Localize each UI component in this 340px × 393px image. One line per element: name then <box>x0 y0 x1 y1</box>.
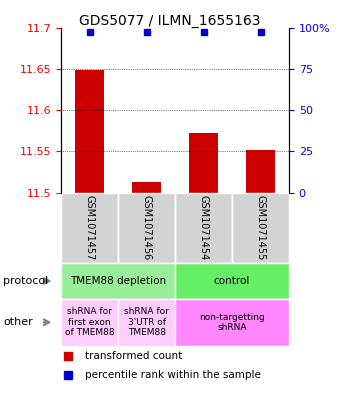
FancyBboxPatch shape <box>175 193 232 263</box>
Bar <box>132 182 161 193</box>
Text: other: other <box>3 317 33 327</box>
Bar <box>189 133 218 193</box>
Text: GDS5077 / ILMN_1655163: GDS5077 / ILMN_1655163 <box>79 14 261 28</box>
FancyBboxPatch shape <box>61 263 175 299</box>
Text: GSM1071456: GSM1071456 <box>142 195 152 261</box>
Text: GSM1071454: GSM1071454 <box>199 195 208 261</box>
Text: control: control <box>214 276 250 286</box>
FancyBboxPatch shape <box>61 299 118 346</box>
Text: GSM1071457: GSM1071457 <box>85 195 95 261</box>
FancyBboxPatch shape <box>61 193 118 263</box>
Text: transformed count: transformed count <box>85 351 182 361</box>
Bar <box>75 70 104 193</box>
FancyBboxPatch shape <box>175 299 289 346</box>
Bar <box>246 151 275 193</box>
FancyBboxPatch shape <box>118 299 175 346</box>
FancyBboxPatch shape <box>118 193 175 263</box>
FancyBboxPatch shape <box>232 193 289 263</box>
Text: shRNA for
first exon
of TMEM88: shRNA for first exon of TMEM88 <box>65 307 115 337</box>
Text: percentile rank within the sample: percentile rank within the sample <box>85 370 261 380</box>
FancyBboxPatch shape <box>175 263 289 299</box>
Text: protocol: protocol <box>3 276 49 286</box>
Text: TMEM88 depletion: TMEM88 depletion <box>70 276 166 286</box>
Text: non-targetting
shRNA: non-targetting shRNA <box>199 312 265 332</box>
Text: GSM1071455: GSM1071455 <box>256 195 266 261</box>
Text: shRNA for
3'UTR of
TMEM88: shRNA for 3'UTR of TMEM88 <box>124 307 169 337</box>
